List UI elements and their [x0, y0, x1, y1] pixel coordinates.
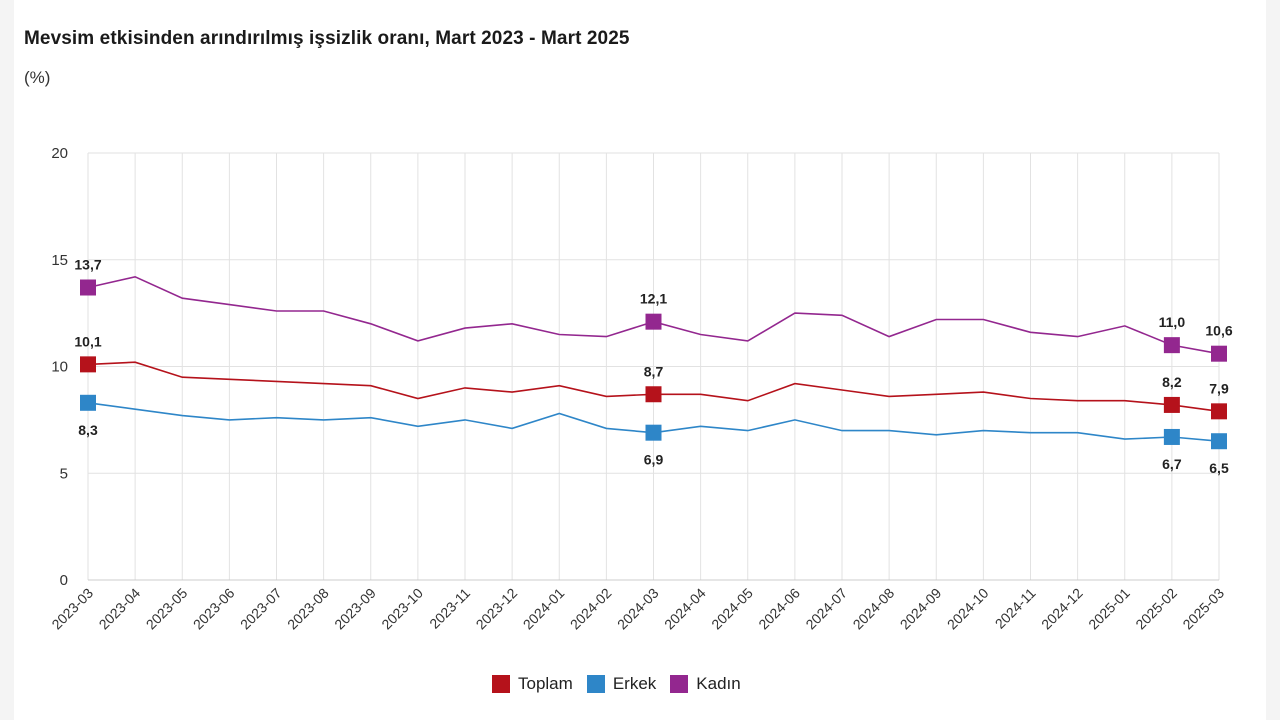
legend-swatch-kadin: [670, 675, 689, 693]
data-label-toplam: 8,7: [644, 363, 664, 379]
x-tick-label: 2024-05: [708, 585, 756, 633]
x-tick-label: 2023-10: [378, 585, 426, 633]
data-point-erkek[interactable]: [80, 394, 96, 411]
x-tick-label: 2024-06: [755, 585, 803, 633]
data-label-erkek: 6,9: [644, 452, 664, 468]
data-label-erkek: 6,7: [1162, 456, 1182, 472]
data-point-kadin[interactable]: [1211, 345, 1227, 362]
x-tick-label: 2023-09: [331, 585, 379, 633]
x-tick-label: 2025-03: [1179, 585, 1227, 633]
data-point-toplam[interactable]: [80, 356, 96, 373]
x-tick-label: 2023-07: [237, 585, 285, 633]
legend-label-kadin: Kadın: [696, 674, 741, 693]
data-label-toplam: 10,1: [74, 333, 101, 349]
x-tick-label: 2024-01: [520, 585, 568, 633]
x-tick-label: 2024-09: [897, 585, 945, 633]
y-tick-label: 5: [60, 465, 68, 482]
x-tick-label: 2023-11: [426, 585, 473, 632]
x-tick-label: 2024-10: [944, 585, 992, 633]
data-label-kadin: 11,0: [1159, 314, 1186, 330]
x-tick-label: 2023-06: [190, 585, 238, 633]
y-tick-label: 10: [51, 359, 68, 376]
data-point-kadin[interactable]: [1163, 337, 1180, 354]
x-tick-label: 2025-01: [1085, 585, 1133, 633]
legend-label-toplam: Toplam: [518, 674, 573, 693]
y-tick-label: 0: [60, 572, 68, 589]
legend-label-erkek: Erkek: [612, 674, 657, 693]
y-tick-label: 15: [51, 252, 68, 269]
x-tick-label: 2024-08: [850, 585, 898, 633]
x-tick-label: 2023-03: [48, 585, 96, 633]
x-tick-label: 2023-05: [143, 585, 191, 633]
chart-panel: [14, 0, 1266, 720]
data-label-erkek: 6,5: [1209, 460, 1229, 476]
x-tick-label: 2023-04: [96, 585, 144, 633]
data-label-kadin: 12,1: [640, 291, 667, 307]
data-label-toplam: 8,2: [1162, 374, 1182, 390]
x-tick-label: 2024-12: [1038, 585, 1086, 633]
x-tick-label: 2023-08: [284, 585, 332, 633]
legend-item-erkek[interactable]: Erkek: [586, 674, 657, 694]
data-point-toplam[interactable]: [1163, 396, 1180, 413]
data-label-kadin: 13,7: [74, 257, 101, 273]
x-tick-label: 2023-12: [473, 585, 521, 633]
y-unit-label: (%): [24, 68, 51, 87]
x-tick-label: 2024-02: [567, 585, 615, 633]
chart-legend: Toplam Erkek Kadın: [492, 674, 741, 694]
data-point-erkek[interactable]: [645, 424, 662, 441]
legend-swatch-erkek: [586, 675, 605, 693]
y-tick-label: 20: [51, 145, 68, 162]
x-tick-label: 2024-11: [992, 585, 1039, 632]
legend-item-kadin[interactable]: Kadın: [670, 674, 741, 694]
data-label-kadin: 10,6: [1205, 323, 1232, 339]
data-point-kadin[interactable]: [80, 279, 96, 296]
legend-item-toplam[interactable]: Toplam: [492, 674, 573, 694]
data-point-kadin[interactable]: [645, 313, 662, 330]
x-tick-label: 2025-02: [1132, 585, 1180, 633]
data-point-erkek[interactable]: [1163, 428, 1180, 445]
data-point-toplam[interactable]: [1211, 403, 1227, 420]
x-tick-label: 2024-04: [661, 585, 709, 633]
x-tick-label: 2024-03: [614, 585, 662, 633]
data-point-erkek[interactable]: [1211, 433, 1227, 450]
x-tick-label: 2024-07: [802, 585, 850, 633]
chart-title: Mevsim etkisinden arındırılmış işsizlik …: [24, 28, 630, 49]
data-label-toplam: 7,9: [1209, 380, 1229, 396]
legend-swatch-toplam: [492, 675, 510, 693]
data-label-erkek: 8,3: [78, 422, 98, 438]
data-point-toplam[interactable]: [645, 386, 662, 403]
